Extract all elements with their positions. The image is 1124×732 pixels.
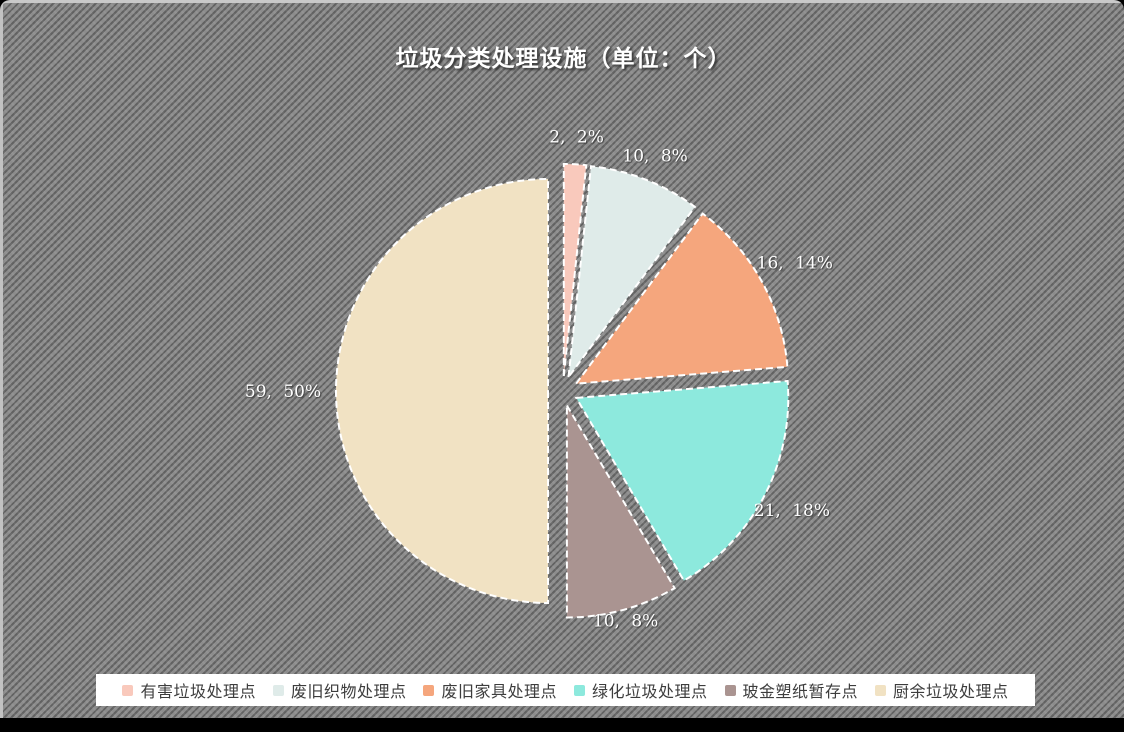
legend-label: 绿化垃圾处理点 <box>592 682 708 701</box>
pie-slice-1 <box>562 162 588 377</box>
pie-slice-3 <box>573 212 789 385</box>
chart-title: 垃圾分类处理设施（单位：个） <box>395 45 732 72</box>
data-label: 59, 50% <box>245 382 321 402</box>
data-label: 2, 2% <box>549 127 604 147</box>
legend-swatch-icon <box>574 684 585 696</box>
data-label: 16, 14% <box>757 254 833 274</box>
data-label: 10, 8% <box>593 612 658 632</box>
legend-swatch-icon <box>423 684 435 696</box>
legend-item: 厨余垃圾处理点 <box>875 678 1009 702</box>
pie-slice-2 <box>567 165 697 381</box>
legend-swatch-icon <box>122 684 134 696</box>
pie-slice-6 <box>335 177 549 605</box>
pie-slice-5 <box>565 401 676 619</box>
legend-item: 玻金塑纸暂存点 <box>724 678 859 702</box>
legend-item: 废旧家具处理点 <box>423 678 557 702</box>
legend-item: 废旧织物处理点 <box>272 678 407 702</box>
window-bottom-shadow <box>0 718 1124 732</box>
legend-label: 有害垃圾处理点 <box>140 682 256 701</box>
legend-swatch-icon <box>875 684 887 696</box>
legend-label: 废旧家具处理点 <box>441 682 557 701</box>
legend-swatch-icon <box>724 684 736 696</box>
legend-item: 绿化垃圾处理点 <box>574 678 708 702</box>
legend-label: 废旧织物处理点 <box>290 682 407 701</box>
pie-slice-4 <box>574 379 790 582</box>
legend-swatch-icon <box>272 684 284 696</box>
data-label: 21, 18% <box>754 501 830 521</box>
legend-item: 有害垃圾处理点 <box>122 678 256 702</box>
legend: 有害垃圾处理点 废旧织物处理点 废旧家具处理点 绿化垃圾处理点 玻金塑纸暂存点 厨余垃圾处… <box>96 674 1035 706</box>
legend-label: 玻金塑纸暂存点 <box>742 682 859 701</box>
pie-chart: 2, 2% 10, 8% 16, 14% 21, 18% 10, 8% 59, 50% <box>245 127 833 632</box>
data-label: 10, 8% <box>622 146 687 166</box>
legend-label: 厨余垃圾处理点 <box>893 682 1009 701</box>
